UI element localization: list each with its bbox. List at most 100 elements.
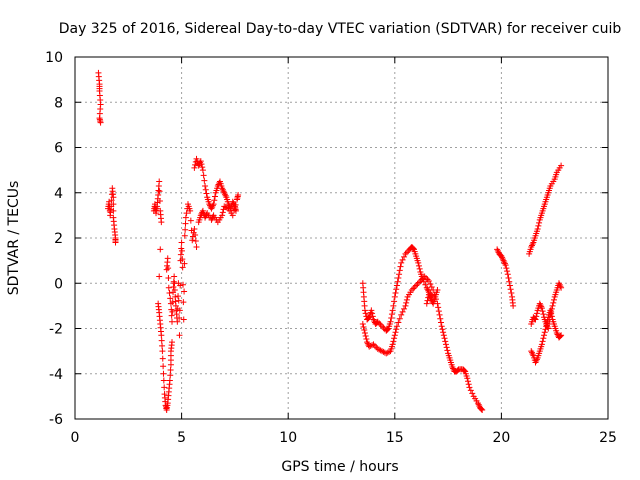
data-point-plus xyxy=(183,210,190,217)
data-point-plus xyxy=(176,332,183,339)
data-point-plus xyxy=(533,313,540,320)
data-point-plus xyxy=(193,244,200,251)
data-point-plus xyxy=(399,308,406,315)
data-point-plus xyxy=(437,315,444,322)
data-point-plus xyxy=(165,274,172,281)
data-point-plus xyxy=(444,347,451,354)
data-point-plus xyxy=(179,256,186,263)
data-point-plus xyxy=(369,313,376,320)
data-point-plus xyxy=(465,381,472,388)
x-tick-label: 25 xyxy=(599,430,617,446)
data-point-plus xyxy=(423,300,430,307)
data-point-plus xyxy=(390,338,397,345)
data-point-plus xyxy=(415,279,422,286)
data-point-plus xyxy=(402,302,409,309)
data-point-plus xyxy=(543,323,550,330)
data-point-plus xyxy=(410,245,417,252)
data-point-plus xyxy=(160,370,167,377)
data-point-plus xyxy=(384,326,391,333)
data-point-plus xyxy=(359,320,366,327)
data-point-plus xyxy=(156,273,163,280)
data-point-plus xyxy=(505,274,512,281)
data-point-plus xyxy=(211,197,218,204)
data-point-plus xyxy=(396,267,403,274)
data-point-plus xyxy=(180,316,187,323)
data-point-plus xyxy=(502,262,509,269)
data-point-plus xyxy=(392,329,399,336)
data-point-plus xyxy=(112,239,119,246)
data-point-plus xyxy=(388,314,395,321)
x-axis-label: GPS time / hours xyxy=(281,459,398,475)
data-point-plus xyxy=(398,259,405,266)
data-point-plus xyxy=(438,323,445,330)
data-point-plus xyxy=(464,375,471,382)
data-point-plus xyxy=(541,332,548,339)
x-tick-label: 15 xyxy=(386,430,404,446)
data-point-plus xyxy=(506,282,513,289)
data-point-plus xyxy=(180,299,187,306)
data-point-plus xyxy=(403,296,410,303)
data-point-plus xyxy=(360,323,367,330)
data-point-plus xyxy=(178,247,185,254)
data-point-plus xyxy=(159,355,166,362)
data-point-plus xyxy=(503,265,510,272)
data-point-plus xyxy=(201,177,208,184)
data-point-plus xyxy=(165,284,172,291)
data-point-plus xyxy=(548,313,555,320)
data-point-plus xyxy=(415,262,422,269)
data-point-plus xyxy=(361,307,368,314)
data-point-plus xyxy=(179,264,186,271)
data-point-plus xyxy=(467,387,474,394)
data-point-plus xyxy=(175,293,182,300)
data-point-plus xyxy=(167,295,174,302)
data-point-plus xyxy=(180,281,187,288)
data-point-plus xyxy=(384,349,391,356)
data-point-plus xyxy=(176,314,183,321)
data-point-plus xyxy=(170,284,177,291)
data-point-plus xyxy=(159,348,166,355)
data-point-plus xyxy=(549,302,556,309)
data-point-plus xyxy=(187,207,194,214)
data-point-plus xyxy=(219,209,226,216)
data-point-plus xyxy=(435,304,442,311)
data-point-plus xyxy=(229,212,236,219)
data-point-plus xyxy=(395,319,402,326)
data-point-plus xyxy=(538,305,545,312)
data-point-plus xyxy=(159,342,166,349)
data-point-plus xyxy=(411,284,418,291)
data-point-plus xyxy=(219,212,226,219)
data-point-plus xyxy=(168,312,175,319)
data-point-plus xyxy=(369,310,376,317)
data-point-plus xyxy=(199,167,206,174)
data-point-plus xyxy=(403,299,410,306)
y-tick-label: -4 xyxy=(49,367,63,383)
data-point-plus xyxy=(391,293,398,300)
data-point-plus xyxy=(557,333,564,340)
data-point-plus xyxy=(363,336,370,343)
data-point-plus xyxy=(178,239,185,246)
data-point-plus xyxy=(156,198,163,205)
data-point-plus xyxy=(391,332,398,339)
data-point-plus xyxy=(170,278,177,285)
y-tick-label: -6 xyxy=(49,412,63,428)
data-point-plus xyxy=(548,310,555,317)
data-point-plus xyxy=(437,319,444,326)
data-point-plus xyxy=(391,298,398,305)
data-point-plus xyxy=(166,377,173,384)
data-point-plus xyxy=(158,219,165,226)
data-point-plus xyxy=(538,341,545,348)
y-tick-label: 10 xyxy=(45,50,63,66)
data-point-plus xyxy=(166,290,173,297)
data-point-plus xyxy=(464,378,471,385)
data-point-plus xyxy=(392,290,399,297)
data-point-plus xyxy=(529,351,536,358)
data-point-plus xyxy=(160,377,167,384)
data-point-plus xyxy=(507,286,514,293)
data-point-plus xyxy=(181,288,188,295)
data-point-plus xyxy=(361,327,368,334)
data-point-plus xyxy=(425,277,432,284)
data-point-plus xyxy=(108,197,115,204)
data-point-plus xyxy=(199,164,206,171)
data-point-plus xyxy=(156,178,163,185)
data-point-plus xyxy=(175,297,182,304)
